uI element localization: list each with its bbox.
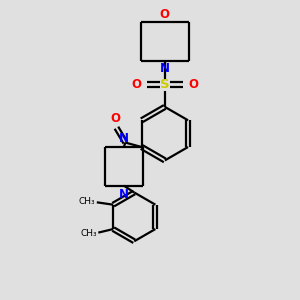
Text: O: O [160,8,170,21]
Text: CH₃: CH₃ [80,229,97,238]
Text: S: S [160,78,170,91]
Text: O: O [131,78,141,91]
Text: O: O [110,112,120,125]
Text: CH₃: CH₃ [79,196,95,206]
Text: N: N [119,132,129,145]
Text: N: N [160,62,170,75]
Text: O: O [189,78,199,91]
Text: N: N [119,188,129,201]
